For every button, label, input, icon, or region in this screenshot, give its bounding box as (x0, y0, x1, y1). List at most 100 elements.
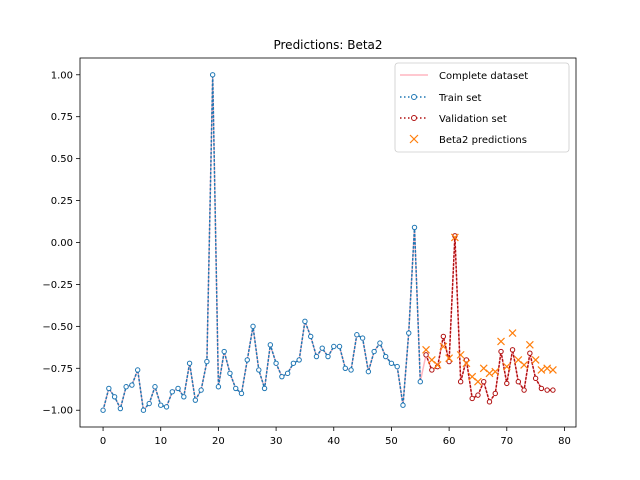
validation-set-point (423, 352, 429, 358)
validation-set-point (532, 375, 539, 382)
series-layer (100, 72, 557, 413)
train-set-point (267, 342, 274, 348)
beta2-predictions-point (422, 345, 430, 354)
train-set-point (175, 385, 181, 392)
train-set-point (348, 367, 354, 373)
y-tick-label: −0.75 (42, 364, 73, 375)
train-set-point (290, 360, 297, 366)
train-set-point (198, 387, 204, 393)
train-set-point (336, 343, 343, 350)
train-set-point (273, 360, 279, 366)
train-set-point (204, 358, 210, 365)
train-set-point (123, 384, 129, 390)
legend: Complete dataset Train set Validation se… (394, 62, 570, 153)
train-set-point (244, 357, 250, 363)
validation-set-point (492, 390, 498, 397)
train-set-point (169, 389, 175, 395)
x-tick-label: 10 (154, 436, 167, 447)
train-set-point (400, 402, 406, 408)
beta2-predictions-point (474, 377, 482, 386)
legend-frame (394, 62, 570, 153)
train-set-point (233, 385, 239, 392)
y-tick-label: −1.00 (42, 406, 73, 417)
validation-set-point (550, 387, 556, 393)
beta2-predictions-point (508, 329, 517, 337)
train-set-point (279, 373, 285, 380)
legend-label-train: Train set (438, 93, 482, 104)
x-tick-label: 60 (443, 436, 456, 447)
train-set-point (388, 360, 395, 366)
beta2-predictions-point (450, 233, 459, 242)
train-set-point (406, 330, 412, 336)
beta2-predictions-point (456, 350, 465, 359)
x-tick-label: 80 (558, 436, 571, 447)
train-set-point (354, 332, 360, 338)
validation-set-point (538, 385, 545, 392)
train-set-point (163, 404, 170, 410)
train-set-point (284, 370, 291, 377)
y-tick-label: −0.50 (42, 322, 73, 333)
beta2-predictions-series (422, 233, 557, 386)
train-set-point (261, 385, 268, 392)
train-set-point (227, 370, 233, 377)
y-tick-label: 0.50 (51, 154, 73, 165)
legend-label-validation: Validation set (439, 114, 507, 125)
train-set-point (192, 397, 199, 403)
x-tick-label: 70 (500, 436, 513, 447)
beta2-predictions-point (525, 340, 534, 349)
y-tick-label: 1.00 (51, 70, 73, 81)
train-set-point (134, 367, 141, 373)
validation-set-point (504, 380, 510, 387)
validation-set-point (463, 357, 470, 363)
train-set-point (129, 382, 135, 388)
validation-set-series (423, 233, 556, 405)
validation-set-point (429, 367, 435, 373)
train-set-point (307, 333, 314, 340)
x-tick-label: 20 (212, 436, 225, 447)
axis-ticks: 0 10 20 30 40 50 60 70 80 1.00 0.75 0.50 0.25 0.00 −0.… (42, 70, 570, 447)
train-set-point (371, 348, 377, 355)
validation-set-point (457, 379, 464, 385)
train-set-point (111, 394, 118, 400)
train-set-point (417, 379, 423, 385)
legend-marker-train (411, 94, 417, 100)
validation-set-point (527, 350, 533, 356)
train-set-point (256, 367, 262, 373)
legend-marker-predictions (409, 134, 419, 144)
train-set-point (365, 368, 372, 375)
train-set-point (325, 353, 331, 360)
train-set-point (394, 363, 400, 370)
beta2-predictions-point (502, 362, 511, 371)
train-set-point (221, 348, 227, 355)
beta2-predictions-point (520, 361, 529, 369)
x-tick-label: 40 (327, 436, 340, 447)
beta2-predictions-point (531, 355, 540, 364)
train-set-point (152, 384, 158, 390)
train-set-point (158, 402, 164, 408)
train-set-point (140, 407, 147, 413)
y-tick-label: 0.25 (51, 196, 73, 207)
validation-set-point (544, 387, 550, 393)
chart-title: Predictions: Beta2 (273, 38, 382, 52)
x-tick-label: 0 (100, 436, 106, 447)
train-set-point (296, 357, 302, 363)
validation-set-point (446, 358, 452, 365)
x-tick-label: 30 (270, 436, 283, 447)
beta2-predictions-point (543, 364, 552, 373)
train-set-series (100, 72, 423, 413)
validation-set-point (509, 347, 516, 353)
train-set-point (215, 384, 222, 390)
beta2-predictions-point (445, 354, 454, 363)
beta2-predictions-point (491, 367, 500, 376)
train-set-line (102, 74, 422, 411)
validation-set-point (515, 379, 522, 385)
train-set-point (181, 394, 187, 400)
train-set-point (331, 343, 337, 350)
legend-label-predictions: Beta2 predictions (439, 135, 527, 146)
validation-set-point (486, 399, 493, 405)
train-set-point (117, 405, 124, 412)
train-set-point (342, 365, 349, 371)
train-set-point (382, 353, 389, 360)
beta2-predictions-point (549, 366, 557, 374)
beta2-predictions-point (537, 366, 546, 374)
